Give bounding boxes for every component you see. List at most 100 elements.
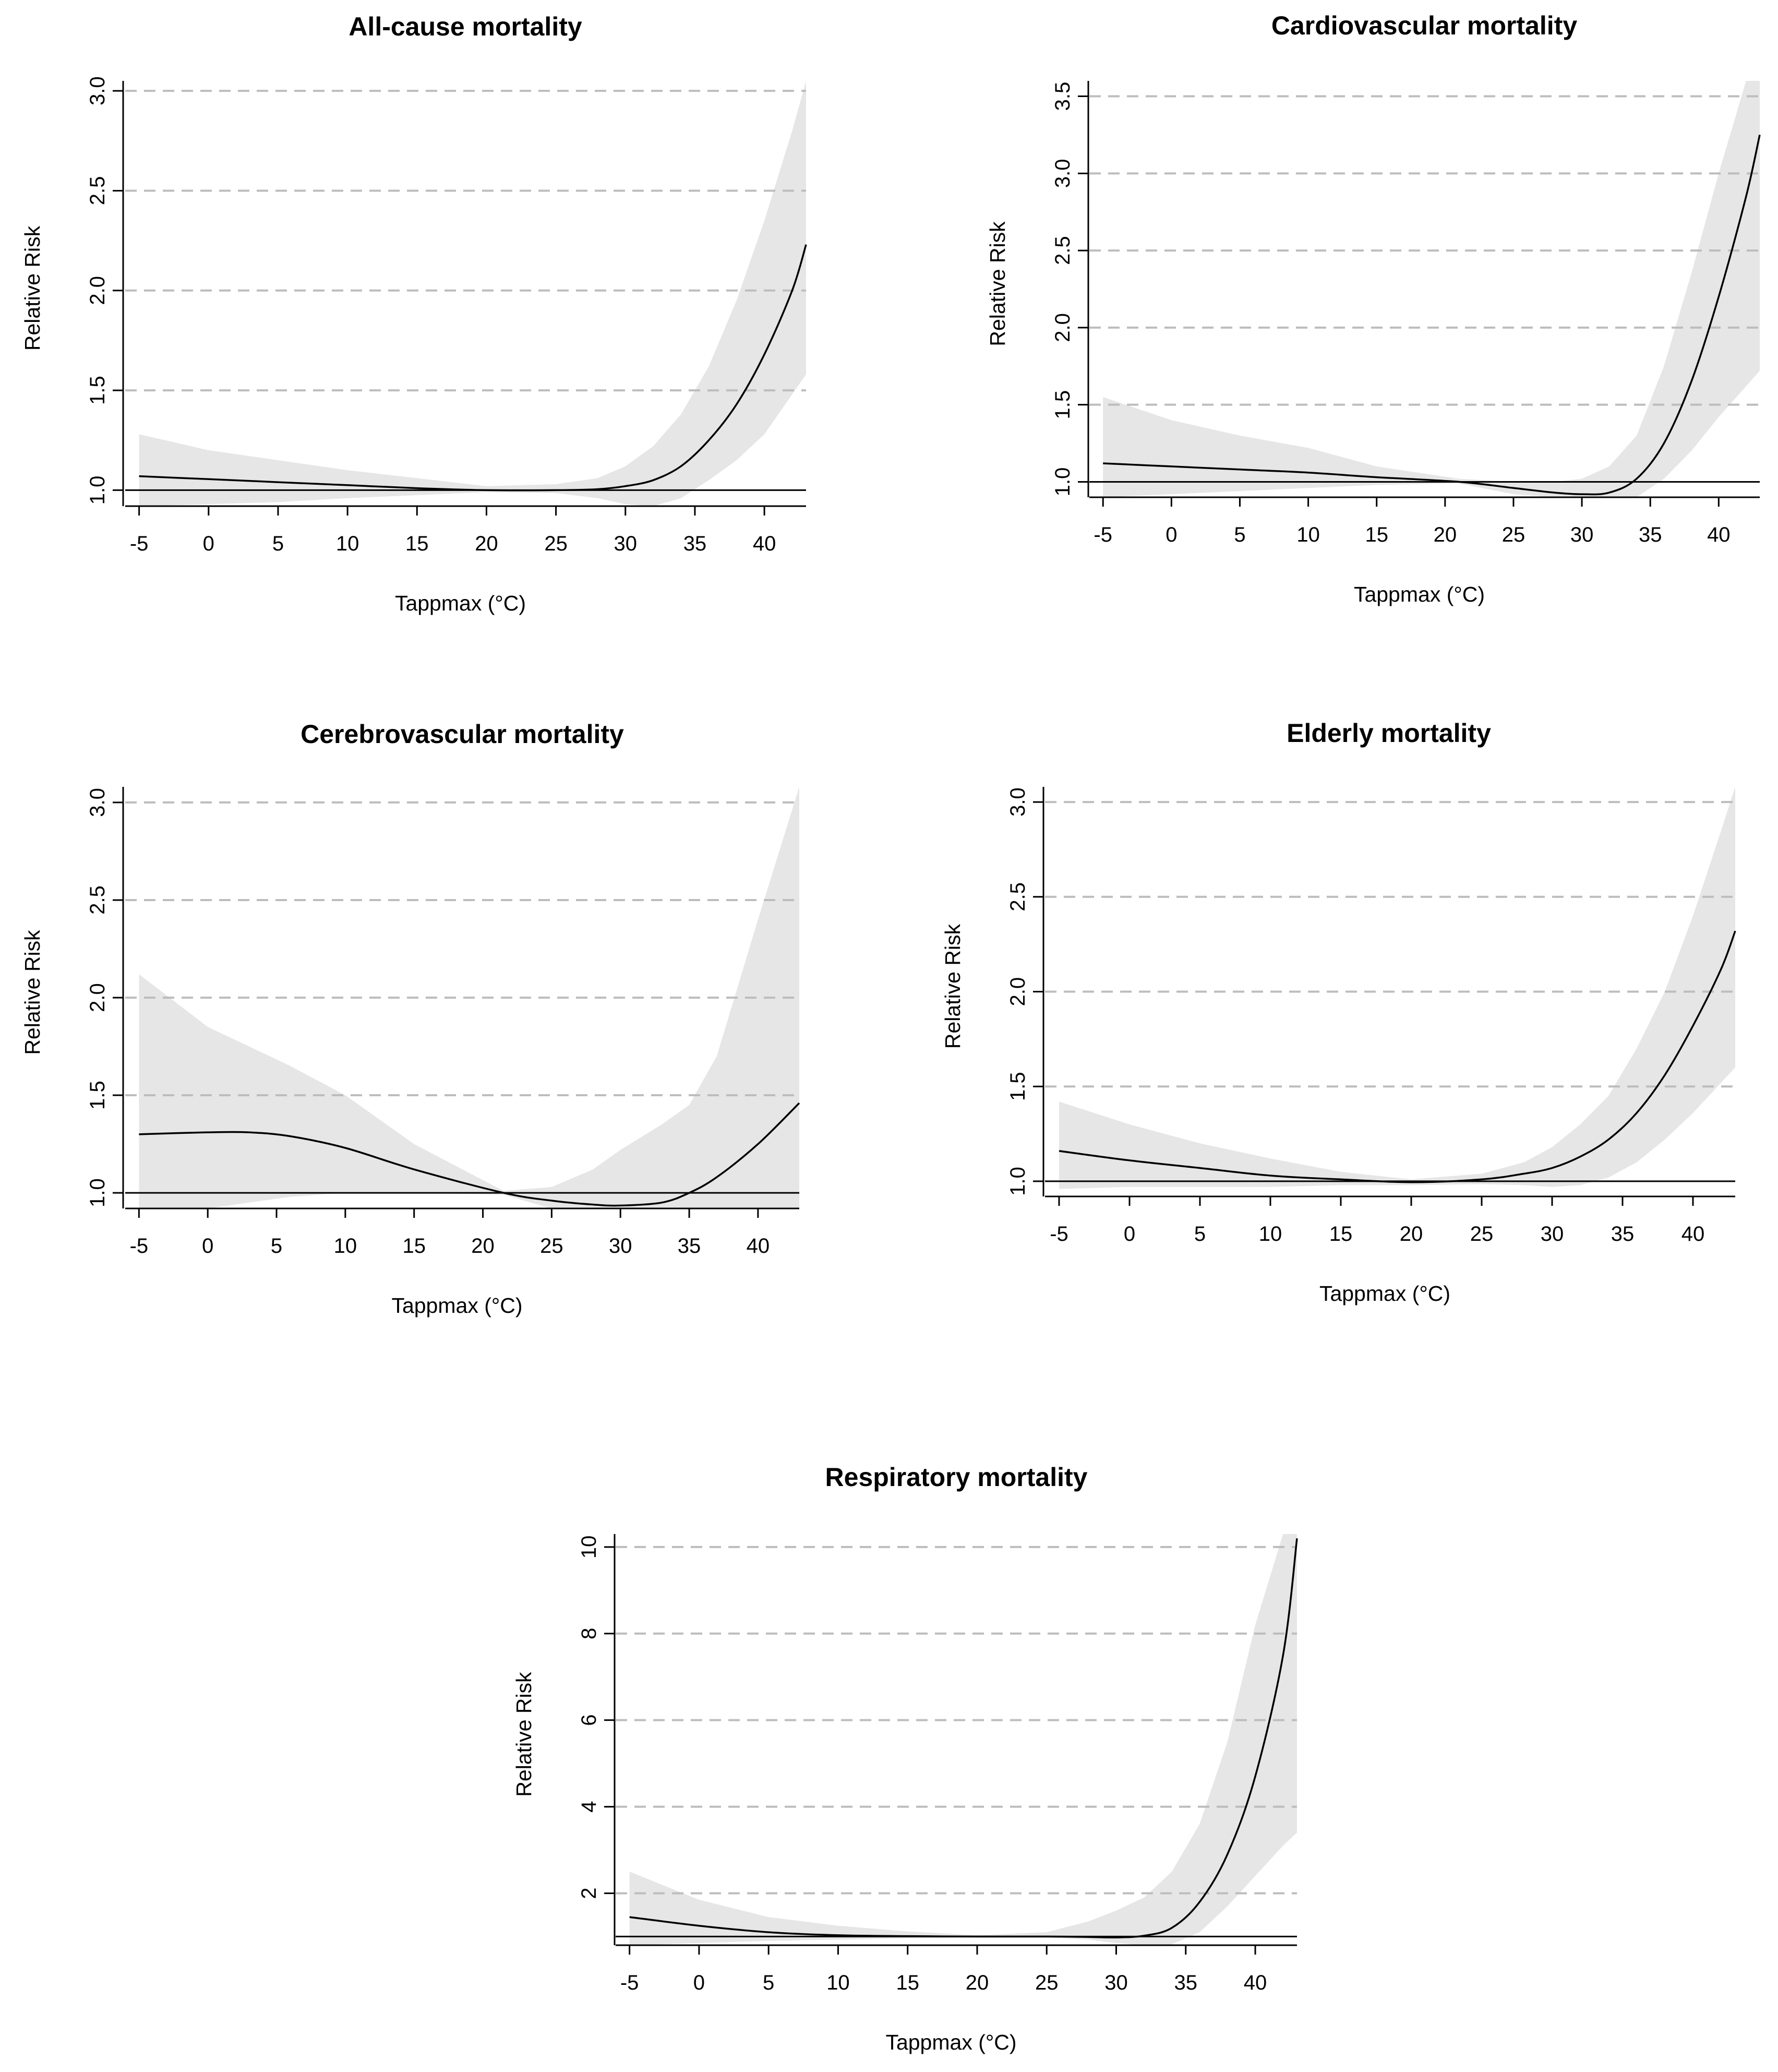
y-axis-label: Relative Risk — [512, 1672, 536, 1797]
chart-title: Elderly mortality — [1287, 718, 1491, 748]
panel-cerebrovascular: 1.0 1.5 2.0 2.5 3.0 -5 0 5 10 15 20 25 30 35 40 Cerebro… — [20, 720, 800, 1318]
chart-title: Cardiovascular mortality — [1271, 11, 1578, 40]
x-axis-label: Tappmax (°C) — [885, 2030, 1016, 2054]
x-tick-label: 25 — [1035, 1971, 1059, 1994]
y-tick-label: 1.0 — [1051, 468, 1074, 497]
x-tick-label: 35 — [1611, 1223, 1635, 1245]
x-tick-label: 40 — [1707, 523, 1731, 546]
panel-cardiovascular: 1.0 1.5 2.0 2.5 3.0 3.5 -5 0 5 10 15 20 25 30 35 40 Card… — [986, 11, 1761, 606]
rr-curve — [1103, 135, 1761, 496]
x-tick-label: 25 — [1502, 523, 1525, 546]
y-tick-label: 6 — [578, 1715, 600, 1726]
x-axis-label: Tappmax (°C) — [391, 1293, 522, 1318]
y-tick-label: 1.0 — [1006, 1167, 1029, 1196]
rr-curve — [1059, 930, 1736, 1183]
x-tick-label: 0 — [693, 1971, 705, 1994]
y-tick-label: 3.0 — [1006, 787, 1029, 817]
x-tick-label: 5 — [272, 532, 284, 555]
x-tick-label: 40 — [753, 532, 776, 555]
y-tick-label: 1.0 — [86, 1178, 109, 1207]
x-tick-label: 20 — [471, 1235, 495, 1257]
y-tick-label: 4 — [578, 1801, 600, 1812]
x-tick-label: 15 — [896, 1971, 919, 1994]
x-tick-label: 5 — [1194, 1223, 1206, 1245]
x-axis-label: Tappmax (°C) — [1354, 582, 1485, 606]
y-tick-label: 2.5 — [1006, 882, 1029, 912]
y-tick-label: 2.5 — [86, 176, 109, 206]
rr-curve — [139, 1102, 800, 1207]
y-tick-label: 1.5 — [86, 376, 109, 405]
x-tick-label: 30 — [609, 1235, 632, 1257]
x-axis-label: Tappmax (°C) — [395, 591, 526, 615]
confidence-band — [629, 1534, 1297, 1945]
y-tick-label: 2.5 — [1051, 236, 1074, 265]
x-tick-label: 30 — [614, 532, 638, 555]
x-tick-label: 5 — [271, 1235, 282, 1257]
x-tick-label: -5 — [620, 1971, 639, 1994]
x-tick-label: 10 — [1259, 1223, 1282, 1245]
panel-elderly: 1.0 1.5 2.0 2.5 3.0 -5 0 5 10 15 20 25 30 35 40 Elderly… — [941, 718, 1736, 1306]
y-tick-label: 3.5 — [1051, 82, 1074, 111]
y-tick-label: 3.0 — [86, 76, 109, 105]
y-tick-label: 1.5 — [1051, 390, 1074, 420]
y-axis-label: Relative Risk — [20, 225, 44, 351]
confidence-band — [1059, 787, 1735, 1189]
x-tick-label: -5 — [130, 1235, 149, 1257]
x-tick-label: 20 — [1400, 1223, 1423, 1245]
x-tick-label: 30 — [1570, 523, 1594, 546]
confidence-band — [1103, 81, 1760, 497]
x-tick-label: 20 — [966, 1971, 989, 1994]
panel-respiratory: 2 4 6 8 10 -5 0 5 10 15 20 25 30 35 40 Respiratory mort… — [512, 1463, 1298, 2054]
y-tick-label: 10 — [578, 1536, 600, 1559]
x-tick-label: 40 — [1244, 1971, 1267, 1994]
x-tick-label: 20 — [1434, 523, 1457, 546]
x-tick-label: 25 — [1470, 1223, 1494, 1245]
x-tick-label: 10 — [1296, 523, 1320, 546]
y-tick-label: 8 — [578, 1628, 600, 1639]
x-tick-label: 15 — [405, 532, 429, 555]
confidence-band — [139, 81, 807, 506]
y-tick-label: 1.0 — [86, 476, 109, 505]
x-tick-label: 30 — [1104, 1971, 1128, 1994]
y-tick-label: 2.5 — [86, 885, 109, 915]
chart-title: Respiratory mortality — [825, 1463, 1088, 1492]
x-tick-label: 20 — [475, 532, 498, 555]
x-tick-label: 0 — [1124, 1223, 1135, 1245]
x-tick-label: 5 — [763, 1971, 774, 1994]
chart-title: Cerebrovascular mortality — [301, 720, 624, 749]
x-tick-label: 10 — [336, 532, 359, 555]
x-tick-label: 35 — [1639, 523, 1662, 546]
panel-all-cause: 1.0 1.5 2.0 2.5 3.0 -5 0 5 10 15 20 25 30 35 40 All-cau… — [20, 12, 807, 615]
y-tick-label: 1.5 — [86, 1081, 109, 1110]
x-tick-label: 15 — [1329, 1223, 1353, 1245]
chart-title: All-cause mortality — [349, 12, 582, 41]
x-tick-label: 0 — [1166, 523, 1177, 546]
x-tick-label: 0 — [202, 1235, 213, 1257]
y-tick-label: 2.0 — [1006, 977, 1029, 1007]
y-axis-label: Relative Risk — [986, 221, 1010, 346]
x-tick-label: 10 — [334, 1235, 357, 1257]
y-tick-label: 2.0 — [86, 276, 109, 305]
rr-curve — [629, 1538, 1298, 1938]
confidence-band — [139, 787, 799, 1208]
x-tick-label: 0 — [203, 532, 214, 555]
rr-curve — [139, 244, 807, 492]
x-tick-label: -5 — [130, 532, 149, 555]
x-tick-label: 35 — [683, 532, 707, 555]
y-tick-label: 3.0 — [86, 788, 109, 817]
x-tick-label: 25 — [540, 1235, 563, 1257]
x-tick-label: 35 — [678, 1235, 701, 1257]
x-tick-label: 30 — [1541, 1223, 1564, 1245]
x-tick-label: 5 — [1234, 523, 1245, 546]
y-tick-label: 3.0 — [1051, 159, 1074, 188]
x-tick-label: 35 — [1174, 1971, 1198, 1994]
y-axis-label: Relative Risk — [941, 924, 965, 1049]
x-tick-label: 10 — [826, 1971, 850, 1994]
y-tick-label: 2 — [578, 1887, 600, 1899]
y-tick-label: 1.5 — [1006, 1072, 1029, 1101]
y-axis-label: Relative Risk — [20, 930, 44, 1055]
x-tick-label: -5 — [1094, 523, 1112, 546]
x-tick-label: 25 — [544, 532, 568, 555]
x-tick-label: -5 — [1050, 1223, 1068, 1245]
